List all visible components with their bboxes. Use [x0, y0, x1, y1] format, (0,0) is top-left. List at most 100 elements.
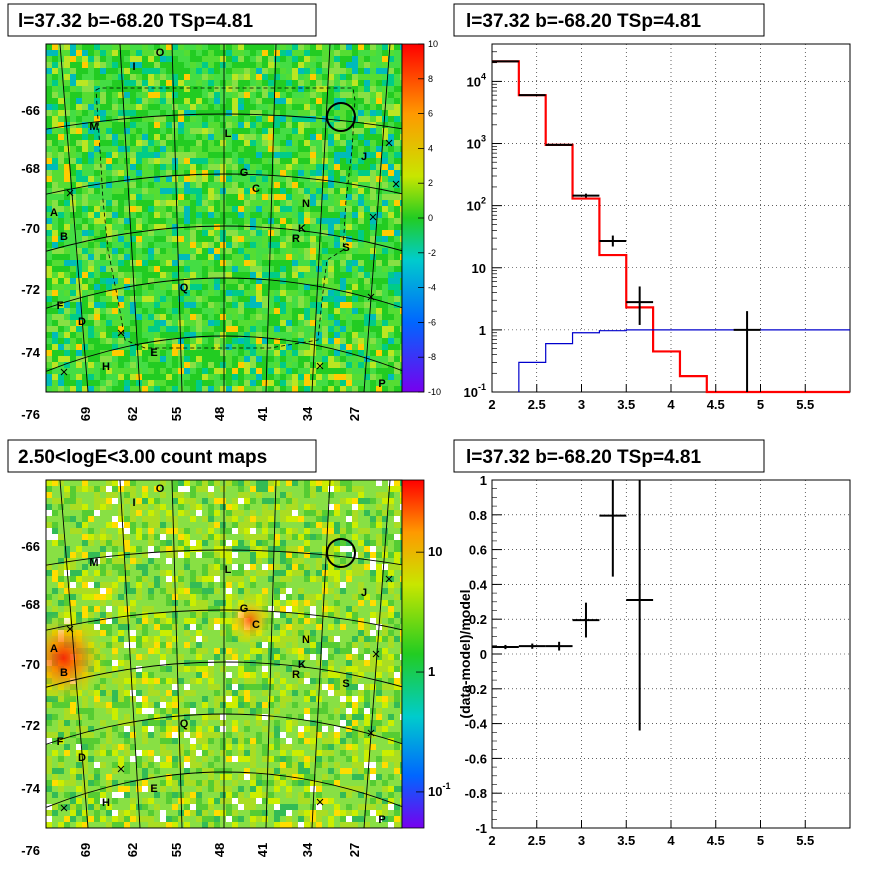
map-pixel — [298, 332, 304, 338]
map-pixel — [286, 194, 292, 200]
map-pixel — [382, 588, 388, 594]
map-pixel — [256, 576, 262, 582]
map-pixel — [166, 528, 172, 534]
map-pixel — [106, 534, 112, 540]
map-pixel — [358, 92, 364, 98]
map-pixel — [136, 230, 142, 236]
map-pixel — [58, 218, 64, 224]
map-pixel — [304, 672, 310, 678]
map-pixel — [46, 50, 52, 56]
map-pixel — [370, 116, 376, 122]
map-pixel — [388, 654, 394, 660]
map-pixel — [292, 564, 298, 570]
map-pixel — [148, 320, 154, 326]
map-pixel — [154, 576, 160, 582]
map-pixel — [358, 254, 364, 260]
map-pixel — [316, 504, 322, 510]
map-pixel — [88, 582, 94, 588]
map-pixel — [64, 338, 70, 344]
map-pixel — [160, 332, 166, 338]
map-pixel — [256, 666, 262, 672]
map-pixel — [298, 618, 304, 624]
map-pixel — [346, 158, 352, 164]
map-pixel — [286, 642, 292, 648]
map-pixel — [280, 666, 286, 672]
map-pixel — [328, 272, 334, 278]
map-pixel — [376, 206, 382, 212]
map-pixel — [286, 350, 292, 356]
map-pixel — [268, 104, 274, 110]
map-pixel — [148, 86, 154, 92]
map-pixel — [352, 516, 358, 522]
map-pixel — [94, 380, 100, 386]
map-pixel — [388, 80, 394, 86]
map-pixel — [160, 654, 166, 660]
map-pixel — [94, 356, 100, 362]
map-pixel — [184, 678, 190, 684]
map-pixel — [364, 600, 370, 606]
map-pixel — [232, 218, 238, 224]
map-pixel — [130, 74, 136, 80]
map-pixel — [232, 540, 238, 546]
map-pixel — [220, 600, 226, 606]
map-pixel — [268, 380, 274, 386]
map-pixel — [112, 558, 118, 564]
map-pixel — [358, 528, 364, 534]
map-pixel — [160, 110, 166, 116]
map-pixel — [142, 380, 148, 386]
map-pixel — [166, 194, 172, 200]
map-pixel — [64, 600, 70, 606]
map-pixel — [364, 212, 370, 218]
map-pixel — [238, 386, 244, 392]
map-pixel — [136, 242, 142, 248]
map-pixel — [220, 540, 226, 546]
map-pixel — [388, 146, 394, 152]
map-pixel — [112, 68, 118, 74]
map-pixel — [292, 350, 298, 356]
map-pixel — [52, 320, 58, 326]
map-pixel — [142, 320, 148, 326]
map-pixel — [148, 594, 154, 600]
map-pixel — [376, 104, 382, 110]
map-pixel — [220, 332, 226, 338]
map-pixel — [190, 540, 196, 546]
map-pixel — [286, 164, 292, 170]
map-pixel — [94, 314, 100, 320]
map-pixel — [220, 308, 226, 314]
map-pixel — [190, 386, 196, 392]
map-pixel — [358, 350, 364, 356]
map-pixel — [304, 546, 310, 552]
map-pixel — [334, 362, 340, 368]
map-pixel — [244, 314, 250, 320]
map-pixel — [178, 92, 184, 98]
map-pixel — [118, 546, 124, 552]
colorbar-label: -4 — [428, 283, 436, 293]
map-pixel — [226, 546, 232, 552]
map-pixel — [82, 386, 88, 392]
map-pixel — [142, 140, 148, 146]
map-pixel — [394, 486, 400, 492]
map-pixel — [256, 62, 262, 68]
map-pixel — [58, 546, 64, 552]
map-pixel — [184, 540, 190, 546]
map-pixel — [346, 278, 352, 284]
map-pixel — [352, 528, 358, 534]
map-pixel — [256, 110, 262, 116]
map-pixel — [118, 74, 124, 80]
map-pixel — [112, 576, 118, 582]
map-pixel — [286, 140, 292, 146]
map-pixel — [376, 582, 382, 588]
map-pixel — [262, 218, 268, 224]
map-pixel — [64, 74, 70, 80]
map-pixel — [328, 618, 334, 624]
map-pixel — [364, 176, 370, 182]
map-pixel — [364, 636, 370, 642]
map-pixel — [112, 498, 118, 504]
map-pixel — [382, 594, 388, 600]
map-pixel — [112, 630, 118, 636]
map-pixel — [280, 140, 286, 146]
map-pixel — [202, 570, 208, 576]
map-pixel — [58, 528, 64, 534]
map-pixel — [274, 660, 280, 666]
map-pixel — [220, 50, 226, 56]
